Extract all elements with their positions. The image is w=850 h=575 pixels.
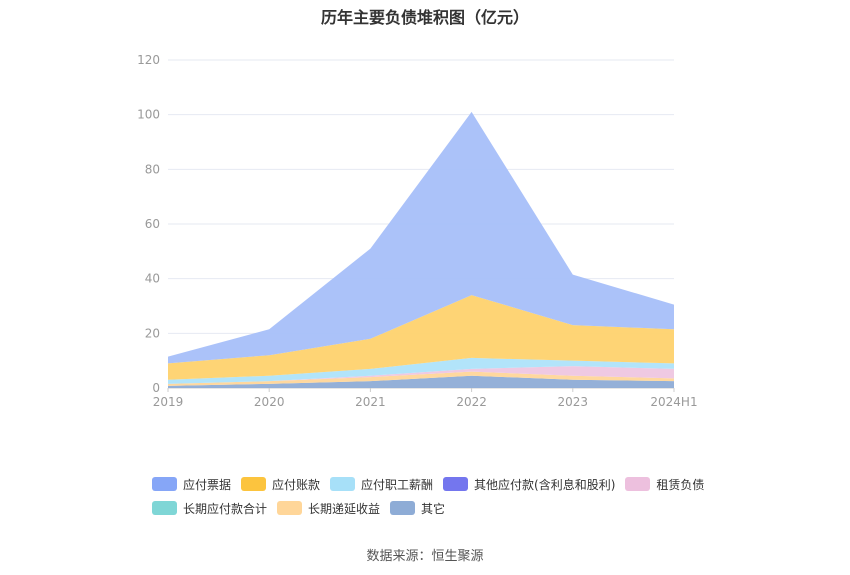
x-tick-label: 2021 xyxy=(355,395,386,409)
legend-label: 应付职工薪酬 xyxy=(361,477,434,492)
area-series xyxy=(168,357,674,384)
legend-row-1: 应付票据 应付账款 应付职工薪酬 其他应付款(含利息和股利) 租赁负债 xyxy=(152,472,752,496)
y-tick-label: 0 xyxy=(152,381,160,395)
x-tick-label: 2022 xyxy=(456,395,487,409)
legend-item-other[interactable]: 其它 xyxy=(390,500,445,517)
legend-swatch xyxy=(390,501,416,515)
legend-item-accounts-payable[interactable]: 应付账款 xyxy=(241,476,320,493)
legend-item-deferred-income[interactable]: 长期递延收益 xyxy=(277,500,380,517)
x-tick-label: 2024H1 xyxy=(650,395,697,409)
legend-swatch xyxy=(443,477,469,491)
legend-label: 租赁负债 xyxy=(656,477,705,492)
y-tick-label: 80 xyxy=(145,162,160,176)
legend-swatch xyxy=(625,477,651,491)
y-tick-label: 40 xyxy=(145,272,160,286)
legend-label: 应付账款 xyxy=(272,477,321,492)
legend-label: 长期应付款合计 xyxy=(183,501,268,516)
area-series xyxy=(168,111,674,364)
legend-row-2: 长期应付款合计 长期递延收益 其它 xyxy=(152,496,752,520)
legend-label: 其他应付款(含利息和股利) xyxy=(474,477,616,492)
data-source: 数据来源：恒生聚源 xyxy=(366,549,484,564)
chart-title: 历年主要负债堆积图（亿元） xyxy=(320,8,529,27)
area-series xyxy=(168,371,674,386)
legend-label: 应付票据 xyxy=(183,477,232,492)
y-tick-label: 120 xyxy=(137,53,160,67)
legend-label: 其它 xyxy=(421,501,446,516)
legend-swatch xyxy=(277,501,303,515)
y-tick-label: 20 xyxy=(145,326,160,340)
chart-legend: 应付票据 应付账款 应付职工薪酬 其他应付款(含利息和股利) 租赁负债 长期应付… xyxy=(152,472,752,520)
legend-item-long-term-payables[interactable]: 长期应付款合计 xyxy=(152,500,267,517)
x-tick-label: 2020 xyxy=(254,395,285,409)
area-series xyxy=(168,366,674,384)
legend-swatch xyxy=(330,477,356,491)
legend-item-employee-pay[interactable]: 应付职工薪酬 xyxy=(330,476,433,493)
area-series xyxy=(168,375,674,388)
x-tick-label: 2023 xyxy=(558,395,589,409)
legend-swatch xyxy=(152,477,177,491)
legend-swatch xyxy=(241,477,267,491)
y-tick-label: 100 xyxy=(137,108,160,122)
stacked-area-chart: 0 20 40 60 80 100 120 2019 2020 2021 2022 2023 2024H… xyxy=(137,53,698,409)
x-tick-label: 2019 xyxy=(153,395,184,409)
legend-item-other-payables[interactable]: 其他应付款(含利息和股利) xyxy=(443,476,615,493)
legend-label: 长期递延收益 xyxy=(308,501,381,516)
legend-item-lease-liabilities[interactable]: 租赁负债 xyxy=(625,476,704,493)
area-series xyxy=(168,295,674,380)
y-tick-label: 60 xyxy=(145,217,160,231)
legend-swatch xyxy=(152,501,177,515)
legend-item-notes-payable[interactable]: 应付票据 xyxy=(152,476,231,493)
